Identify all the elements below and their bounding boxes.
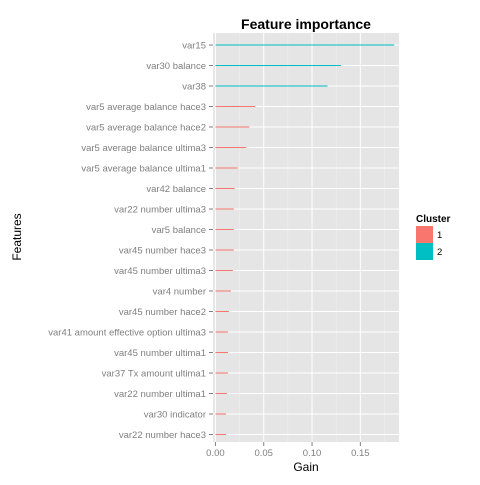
- y-tick-label: var4 number: [153, 287, 206, 298]
- y-tick-label: var45 number hace2: [119, 307, 206, 318]
- legend-label: 1: [437, 230, 442, 241]
- y-tick-label: var45 number ultima1: [114, 348, 206, 359]
- y-tick-label: var5 average balance hace2: [86, 123, 206, 134]
- y-tick-label: var5 average balance ultima1: [81, 164, 206, 175]
- x-tick-label: 0.05: [254, 448, 273, 459]
- legend-entries: 12: [416, 226, 442, 260]
- x-axis-title: Gain: [293, 460, 318, 474]
- y-tick-label: var45 number hace3: [119, 246, 206, 257]
- y-tick-labels: var15 var30 balance var38 var5 average bala…: [48, 41, 206, 442]
- y-tick-label: var42 balance: [146, 184, 206, 195]
- x-tick-label: 0.00: [206, 448, 225, 459]
- y-axis-title: Features: [10, 213, 24, 260]
- x-tick-label: 0.10: [303, 448, 322, 459]
- plot-panel: [213, 33, 399, 442]
- y-tick-label: var5 average balance hace3: [86, 102, 206, 113]
- y-tick-label: var22 number hace3: [119, 430, 206, 441]
- y-tick-label: var30 balance: [146, 61, 206, 72]
- y-tick-label: var38: [182, 82, 206, 93]
- y-ticks: [209, 45, 213, 435]
- x-tick-label: 0.15: [351, 448, 370, 459]
- legend-key: [416, 226, 433, 243]
- y-tick-label: var5 balance: [152, 225, 206, 236]
- y-tick-label: var5 average balance ultima3: [81, 143, 206, 154]
- chart-title: Feature importance: [241, 16, 371, 32]
- legend-key: [416, 243, 433, 260]
- y-tick-label: var22 number ultima3: [114, 205, 206, 216]
- y-tick-label: var41 amount effective option ultima3: [48, 328, 206, 339]
- legend-label: 2: [437, 247, 442, 258]
- y-tick-label: var37 Tx amount ultima1: [102, 369, 206, 380]
- y-tick-label: var22 number ultima1: [114, 389, 206, 400]
- x-ticks: 0.00 0.05 0.10 0.15: [206, 442, 369, 459]
- y-tick-label: var15: [182, 41, 206, 52]
- y-tick-label: var30 indicator: [144, 410, 206, 421]
- legend-title: Cluster: [416, 214, 451, 225]
- legend: Cluster 12: [416, 214, 451, 260]
- y-tick-label: var45 number ultima3: [114, 266, 206, 277]
